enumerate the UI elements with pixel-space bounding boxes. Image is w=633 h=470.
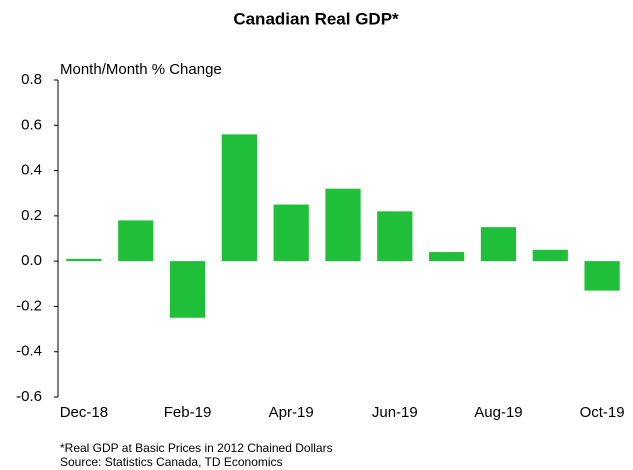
- x-tick-label: Oct-19: [580, 404, 625, 421]
- bar: [480, 227, 517, 262]
- y-tick-label: 0.6: [21, 116, 42, 133]
- source: Source: Statistics Canada, TD Economics: [60, 455, 283, 469]
- footnote: *Real GDP at Basic Prices in 2012 Chaine…: [60, 441, 333, 455]
- bar: [169, 261, 206, 318]
- y-tick-label: -0.2: [16, 297, 42, 314]
- bar: [221, 134, 257, 262]
- chart-title: Canadian Real GDP*: [233, 9, 399, 28]
- y-tick-label: -0.6: [16, 388, 42, 405]
- y-tick-label: 0.0: [21, 252, 42, 269]
- y-tick-label: 0.2: [21, 207, 42, 224]
- bar: [377, 211, 413, 262]
- y-axis-label: Month/Month % Change: [60, 61, 222, 78]
- y-tick-label: 0.8: [21, 71, 42, 88]
- x-tick-label: Feb-19: [164, 404, 212, 421]
- bar: [66, 258, 102, 262]
- x-tick-label: Apr-19: [269, 404, 314, 421]
- x-tick-label: Jun-19: [372, 404, 418, 421]
- x-tick-label: Dec-18: [60, 404, 108, 421]
- bar: [118, 220, 154, 262]
- y-tick-label: 0.4: [21, 162, 42, 179]
- bar: [584, 261, 620, 291]
- x-tick-label: Aug-19: [474, 404, 522, 421]
- bar: [532, 249, 568, 262]
- y-tick-label: -0.4: [16, 343, 42, 360]
- bar: [429, 252, 465, 262]
- bar: [273, 204, 309, 262]
- bar: [325, 188, 361, 262]
